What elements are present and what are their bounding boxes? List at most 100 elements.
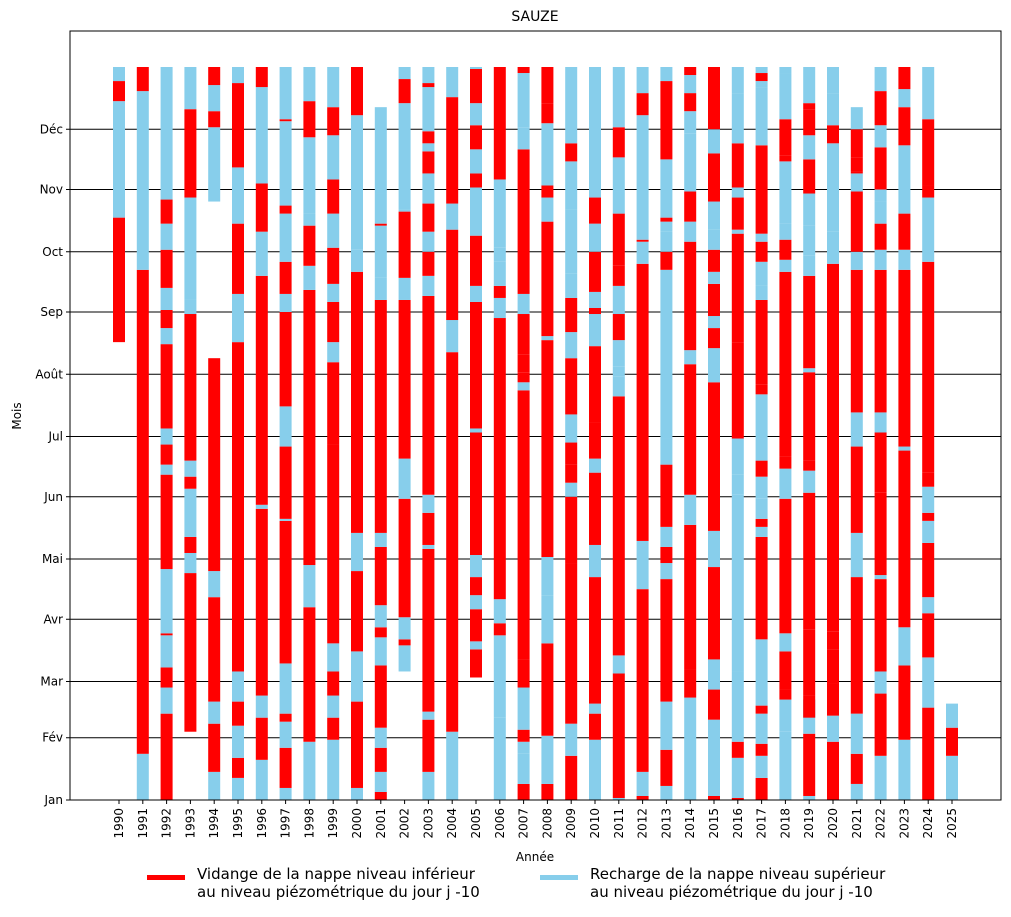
x-tick-label: 1997	[279, 808, 293, 839]
bar-segment-2024-vidange	[922, 512, 935, 521]
bar-segment-1993-vidange	[184, 314, 197, 461]
bar-segment-1990-recharge	[113, 67, 125, 82]
bar-segment-1997-recharge	[279, 518, 292, 521]
bar-segment-2024-recharge	[922, 67, 935, 120]
bar-segment-2015-recharge	[708, 229, 720, 250]
bar-segment-2017-recharge	[755, 438, 768, 461]
bar-segment-2010-vidange	[589, 713, 601, 740]
bar-segment-2020-vidange	[827, 683, 839, 716]
bar-segment-2025-vidange	[946, 727, 958, 756]
bar-segment-2022-vidange	[874, 693, 887, 756]
bar-segment-2023-recharge	[898, 249, 911, 270]
bar-segment-2019-vidange	[803, 733, 816, 796]
bar-segment-1997-recharge	[279, 721, 292, 748]
bar-segment-2013-vidange	[660, 464, 673, 527]
bar-segment-1999-recharge	[327, 135, 340, 180]
bar-segment-2003-recharge	[422, 275, 435, 296]
bar-segment-2007-vidange	[517, 390, 530, 660]
bar-segment-1994-recharge	[208, 85, 221, 112]
bar-segment-1992-vidange	[160, 667, 173, 688]
bar-segment-2009-recharge	[565, 161, 578, 210]
bar-segment-2010-recharge	[589, 703, 601, 714]
bar-segment-2014-vidange	[684, 67, 697, 76]
bar-segment-2002-recharge	[398, 645, 411, 672]
bar-segment-2005-recharge	[470, 554, 482, 578]
bar-segment-2000-recharge	[351, 249, 363, 272]
bar-segment-1995-recharge	[232, 167, 244, 224]
bar-segment-1996-recharge	[255, 504, 268, 509]
bar-segment-1997-recharge	[279, 67, 292, 120]
bar-segment-2006-vidange	[493, 285, 506, 298]
bar-segment-1992-vidange	[160, 633, 173, 636]
bar-segment-2019-recharge	[803, 67, 816, 104]
bar-segment-2007-vidange	[517, 149, 530, 294]
bar-segment-2014-recharge	[684, 350, 697, 365]
bar-segment-2021-recharge	[850, 783, 863, 800]
bar-segment-2020-vidange	[827, 631, 839, 650]
bar-segment-2003-recharge	[422, 544, 435, 549]
bar-segment-2022-recharge	[874, 755, 887, 800]
bar-segment-2014-vidange	[684, 669, 697, 698]
x-tick-label: 1991	[136, 808, 150, 839]
bar-segment-2006-vidange	[493, 623, 506, 636]
bar-segment-2007-recharge	[517, 293, 530, 315]
bar-segment-2015-vidange	[708, 283, 720, 317]
bar-segment-2022-recharge	[874, 575, 887, 580]
x-tick-label: 2011	[612, 808, 626, 839]
bar-segment-2001-recharge	[374, 637, 387, 666]
bar-segment-2002-vidange	[398, 299, 411, 459]
bar-segment-2020-recharge	[827, 715, 839, 742]
bar-segment-1995-recharge	[232, 293, 244, 343]
bar-segment-2004-recharge	[446, 320, 459, 353]
bar-segment-2024-recharge	[922, 486, 935, 513]
bar-segment-2008-recharge	[541, 336, 554, 341]
bar-segment-2001-recharge	[374, 193, 387, 224]
bar-segment-2024-recharge	[922, 520, 935, 543]
x-tick-label: 1994	[207, 808, 221, 839]
bar-segment-2013-recharge	[660, 231, 673, 252]
bar-segment-2002-vidange	[398, 211, 411, 278]
bar-segment-1997-vidange	[279, 205, 292, 214]
bar-segment-1993-recharge	[184, 67, 197, 110]
bar-segment-2021-recharge	[850, 173, 863, 192]
bar-segment-1998-recharge	[303, 565, 316, 608]
bar-segment-1997-vidange	[279, 713, 292, 722]
chart-title: SAUZE	[511, 9, 558, 25]
bar-segment-1994-recharge	[208, 127, 221, 202]
bar-segment-1997-vidange	[279, 747, 292, 788]
bar-segment-2003-vidange	[422, 131, 435, 144]
legend: Vidange de la nappe niveau inférieur au …	[0, 862, 1011, 912]
bar-segment-2005-recharge	[470, 285, 482, 302]
bar-segment-2005-vidange	[470, 609, 482, 642]
bar-segment-2024-recharge	[922, 197, 935, 262]
bar-segment-1998-vidange	[303, 101, 316, 138]
bar-segment-1993-vidange	[184, 536, 197, 553]
bar-segment-2011-recharge	[612, 67, 625, 128]
bar-segment-2003-recharge	[422, 771, 435, 800]
bar-segment-2008-vidange	[541, 221, 554, 337]
bar-segment-2009-vidange	[565, 563, 578, 724]
bar-segment-2021-recharge	[850, 532, 863, 578]
bar-segment-1997-vidange	[279, 119, 292, 122]
bar-segment-1998-recharge	[303, 741, 316, 800]
bar-segment-2010-recharge	[589, 458, 601, 473]
bar-segment-2017-vidange	[755, 743, 768, 756]
bar-segment-2008-vidange	[541, 103, 554, 124]
y-tick-label: Jul	[48, 430, 63, 444]
bar-segment-2014-recharge	[684, 75, 697, 94]
bar-segment-1992-recharge	[160, 569, 173, 634]
bar-segment-2020-recharge	[827, 143, 839, 232]
x-tick-label: 2022	[874, 808, 888, 839]
bar-segment-2007-vidange	[517, 314, 530, 355]
bar-segment-2011-recharge	[612, 157, 625, 192]
bar-segment-2014-vidange	[684, 524, 697, 670]
bar-segment-2010-recharge	[589, 291, 601, 308]
bar-segment-2005-recharge	[470, 595, 482, 610]
x-tick-label: 2002	[398, 808, 412, 839]
bar-segment-2014-recharge	[684, 111, 697, 134]
bar-segment-2010-vidange	[589, 577, 601, 704]
bar-segment-2017-vidange	[755, 241, 768, 262]
bar-segment-2012-recharge	[636, 540, 649, 590]
bar-segment-2022-recharge	[874, 189, 887, 202]
bar-segment-2007-recharge	[517, 73, 530, 128]
